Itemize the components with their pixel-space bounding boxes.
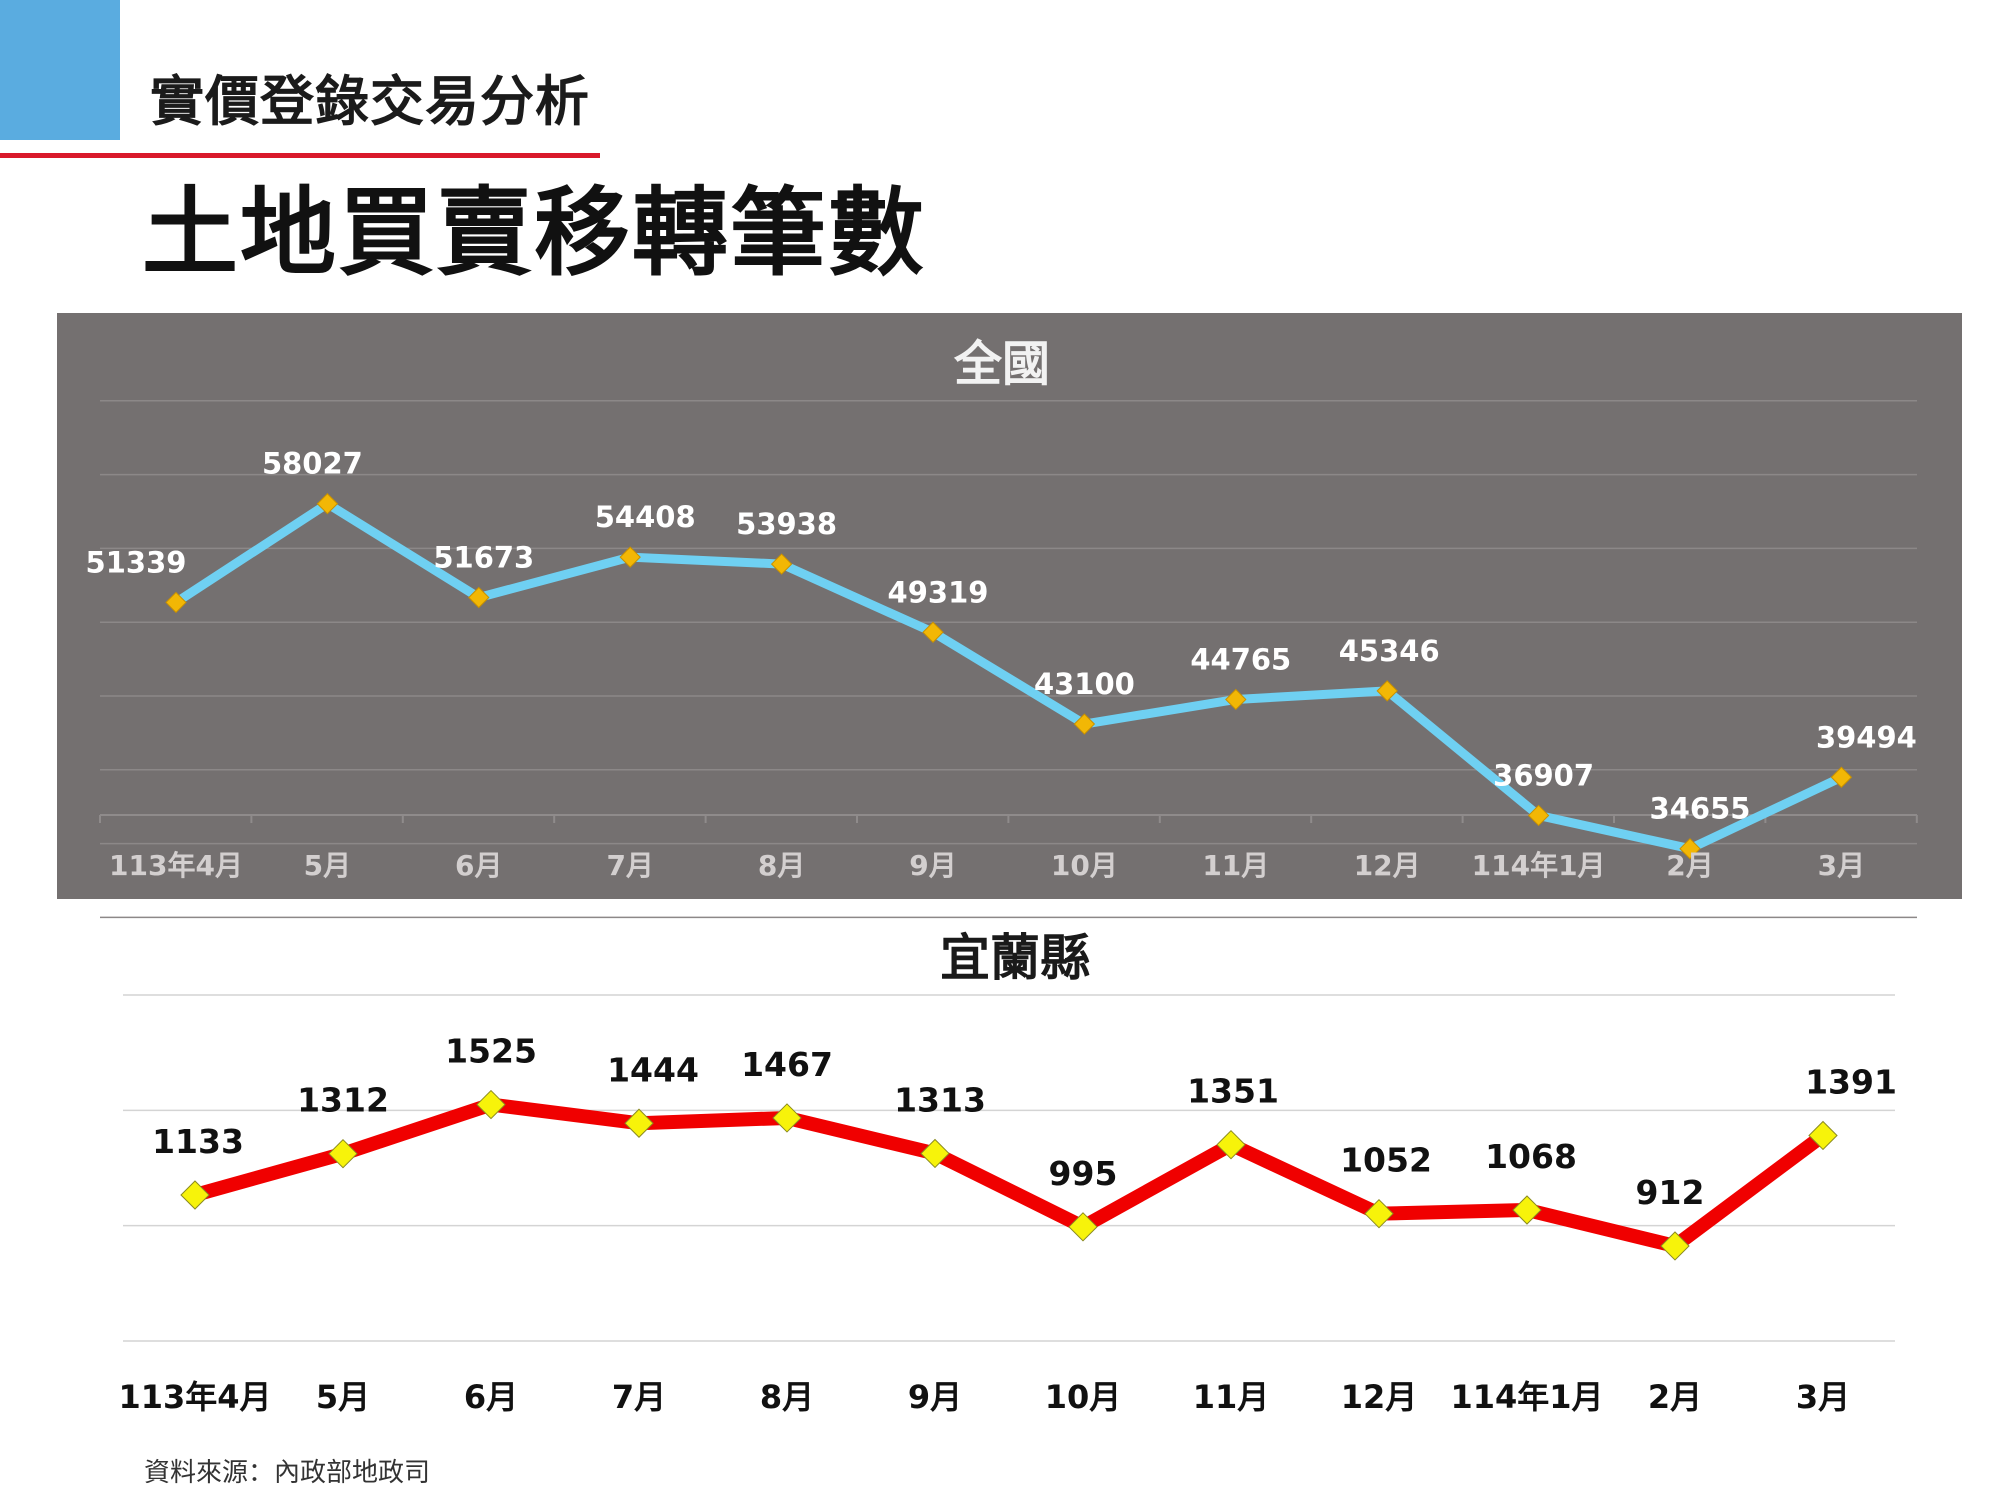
data-label: 1444: [607, 1050, 699, 1089]
data-label: 995: [1049, 1154, 1118, 1193]
national-chart-panel: [57, 313, 1962, 899]
data-point-marker: [1808, 1120, 1838, 1151]
data-point-marker: [1364, 1198, 1394, 1229]
x-tick-label: 2月: [1648, 1378, 1702, 1416]
page-title: 土地買賣移轉筆數: [142, 177, 926, 289]
x-tick-label: 10月: [1045, 1378, 1122, 1416]
x-tick-label: 7月: [612, 1378, 666, 1416]
data-label: 1068: [1485, 1137, 1577, 1176]
data-point-marker: [1512, 1195, 1542, 1225]
x-tick-label: 9月: [908, 1378, 962, 1416]
data-label: 912: [1636, 1173, 1705, 1212]
data-label: 1052: [1340, 1141, 1432, 1180]
data-label: 1351: [1187, 1072, 1279, 1111]
x-tick-label: 114年1月: [1450, 1378, 1603, 1416]
data-point-marker: [328, 1138, 358, 1169]
x-tick-label: 12月: [1341, 1378, 1418, 1416]
data-point-marker: [920, 1138, 950, 1169]
data-point-marker: [180, 1180, 210, 1210]
data-label: 1313: [894, 1080, 986, 1119]
x-tick-label: 113年4月: [118, 1378, 271, 1416]
data-point-marker: [476, 1089, 506, 1120]
data-label: 1467: [741, 1045, 833, 1084]
data-label: 1525: [445, 1032, 537, 1071]
x-tick-label: 11月: [1193, 1378, 1270, 1416]
chart-title: 宜蘭縣: [940, 929, 1090, 987]
series-line: [188, 1097, 1830, 1253]
data-label: 1391: [1805, 1062, 1897, 1101]
section-title: 實價登錄交易分析: [150, 70, 590, 133]
x-tick-label: 5月: [316, 1378, 370, 1416]
accent-block: [0, 0, 120, 140]
data-point-marker: [1660, 1231, 1690, 1261]
data-point-marker: [1216, 1129, 1246, 1160]
data-point-marker: [772, 1103, 802, 1133]
data-point-marker: [1068, 1212, 1098, 1242]
data-point-marker: [624, 1108, 654, 1138]
x-tick-label: 8月: [760, 1378, 814, 1416]
x-tick-label: 3月: [1796, 1378, 1850, 1416]
data-label: 1133: [152, 1122, 244, 1161]
x-tick-label: 6月: [464, 1378, 518, 1416]
title-divider: [0, 153, 600, 158]
data-source-note: 資料來源：內政部地政司: [144, 1458, 431, 1488]
data-label: 1312: [297, 1081, 389, 1120]
